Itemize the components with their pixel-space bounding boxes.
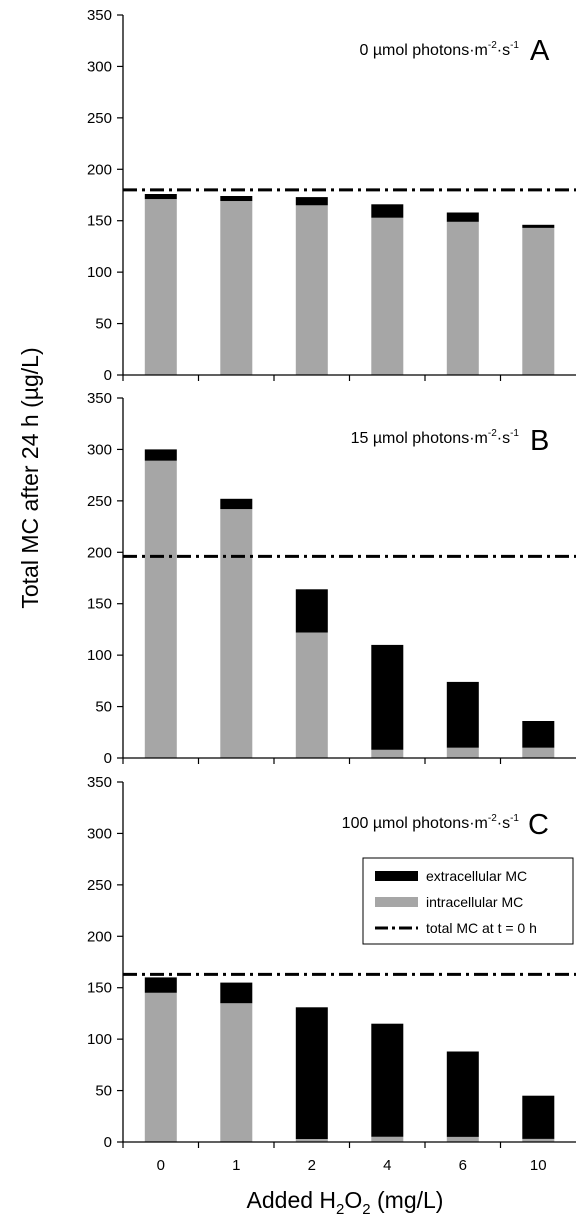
bar-a-extracellular-6 — [446, 212, 479, 222]
bar-c-extracellular-1 — [220, 982, 253, 1004]
bar-b-extracellular-2 — [295, 589, 328, 633]
bar-a-intracellular-6 — [446, 221, 479, 375]
x-tick-label-10: 10 — [530, 1157, 547, 1174]
bar-a-extracellular-0 — [144, 194, 177, 200]
panel-c: 0 50 100 150 200 250 300 350 100 µmol photons·m… — [87, 774, 576, 1151]
bar-c-intracellular-1 — [220, 1003, 253, 1142]
bar-c-intracellular-6 — [446, 1136, 479, 1142]
legend: extracellular MC intracellular MC total … — [362, 857, 574, 945]
x-tick-label-0: 0 — [157, 1157, 165, 1174]
y-tick-label-a-0: 0 — [104, 367, 112, 384]
bar-c-extracellular-0 — [144, 977, 177, 993]
y-tick-label-b-0: 0 — [104, 750, 112, 767]
y-tick-label-a-150: 150 — [87, 213, 112, 230]
bar-b-intracellular-10 — [522, 747, 555, 758]
y-tick-label-c-150: 150 — [87, 980, 112, 997]
y-tick-label-b-200: 200 — [87, 544, 112, 561]
bar-a-intracellular-4 — [371, 217, 404, 375]
panel-b: 0 50 100 150 200 250 300 350 15 µmol photons·m-… — [87, 390, 576, 767]
y-tick-label-b-250: 250 — [87, 493, 112, 510]
bar-b-intracellular-1 — [220, 509, 253, 758]
y-tick-label-c-250: 250 — [87, 877, 112, 894]
bar-c-intracellular-0 — [144, 992, 177, 1142]
bar-a-intracellular-0 — [144, 199, 177, 375]
bar-b-intracellular-6 — [446, 747, 479, 758]
bar-c-intracellular-2 — [295, 1138, 328, 1142]
panel-letter-c: C — [528, 809, 549, 841]
x-axis-title: Added H2O2 (mg/L) — [247, 1187, 444, 1218]
y-tick-label-a-200: 200 — [87, 161, 112, 178]
light-label-a: 0 µmol photons·m-2·s-1 — [359, 40, 519, 59]
light-label-c: 100 µmol photons·m-2·s-1 — [342, 813, 520, 832]
bar-a-extracellular-4 — [371, 204, 404, 218]
y-tick-label-c-300: 300 — [87, 825, 112, 842]
bar-b-extracellular-10 — [522, 721, 555, 748]
bar-a-intracellular-2 — [295, 205, 328, 375]
bar-a-extracellular-10 — [522, 224, 555, 228]
bars-a — [144, 194, 555, 375]
bar-c-intracellular-10 — [522, 1138, 555, 1142]
bar-c-extracellular-10 — [522, 1095, 555, 1139]
bar-c-extracellular-4 — [371, 1023, 404, 1137]
panel-letter-b: B — [530, 425, 549, 457]
x-tick-label-1: 1 — [232, 1157, 240, 1174]
x-tick-label-4: 4 — [383, 1157, 391, 1174]
y-tick-label-b-100: 100 — [87, 647, 112, 664]
y-tick-label-b-300: 300 — [87, 441, 112, 458]
bars-b — [144, 449, 555, 758]
y-tick-label-b-350: 350 — [87, 390, 112, 407]
y-axis-title: Total MC after 24 h (µg/L) — [17, 347, 43, 608]
x-tick-label-2: 2 — [308, 1157, 316, 1174]
axes-c: 0 50 100 150 200 250 300 350 — [87, 774, 576, 1151]
bars-c — [144, 977, 555, 1142]
panel-a: 0 50 100 150 200 250 300 350 0 µmol photons·m-2… — [87, 7, 576, 384]
bar-a-extracellular-1 — [220, 196, 253, 202]
legend-label-intracellular: intracellular MC — [426, 894, 523, 910]
legend-label-reference-line: total MC at t = 0 h — [426, 920, 537, 936]
bar-a-intracellular-1 — [220, 201, 253, 375]
y-tick-label-c-200: 200 — [87, 928, 112, 945]
bar-a-intracellular-10 — [522, 227, 555, 375]
y-tick-label-a-350: 350 — [87, 7, 112, 24]
axes-a: 0 50 100 150 200 250 300 350 — [87, 7, 576, 384]
legend-swatch-extracellular — [375, 871, 418, 881]
bar-c-extracellular-6 — [446, 1051, 479, 1137]
y-tick-label-c-350: 350 — [87, 774, 112, 791]
y-tick-label-a-100: 100 — [87, 264, 112, 281]
light-label-b: 15 µmol photons·m-2·s-1 — [351, 428, 520, 447]
legend-label-extracellular: extracellular MC — [426, 868, 527, 884]
y-tick-label-c-100: 100 — [87, 1031, 112, 1048]
x-tick-labels: 0 1 2 4 6 10 — [157, 1157, 547, 1174]
bar-b-intracellular-0 — [144, 460, 177, 758]
bar-b-intracellular-4 — [371, 749, 404, 758]
x-tick-label-6: 6 — [459, 1157, 467, 1174]
y-tick-label-b-150: 150 — [87, 596, 112, 613]
bar-c-extracellular-2 — [295, 1007, 328, 1139]
bar-b-extracellular-1 — [220, 498, 253, 510]
y-tick-label-a-50: 50 — [95, 316, 112, 333]
bar-b-extracellular-4 — [371, 644, 404, 750]
axes-b: 0 50 100 150 200 250 300 350 — [87, 390, 576, 767]
y-tick-label-c-0: 0 — [104, 1134, 112, 1151]
y-tick-label-b-50: 50 — [95, 699, 112, 716]
bar-b-extracellular-0 — [144, 449, 177, 461]
y-tick-label-a-250: 250 — [87, 110, 112, 127]
legend-swatch-intracellular — [375, 897, 418, 907]
y-tick-label-a-300: 300 — [87, 58, 112, 75]
panel-letter-a: A — [530, 35, 550, 67]
bar-b-intracellular-2 — [295, 632, 328, 758]
bar-b-extracellular-6 — [446, 681, 479, 748]
bar-a-extracellular-2 — [295, 197, 328, 206]
bar-c-intracellular-4 — [371, 1136, 404, 1142]
y-tick-label-c-50: 50 — [95, 1083, 112, 1100]
